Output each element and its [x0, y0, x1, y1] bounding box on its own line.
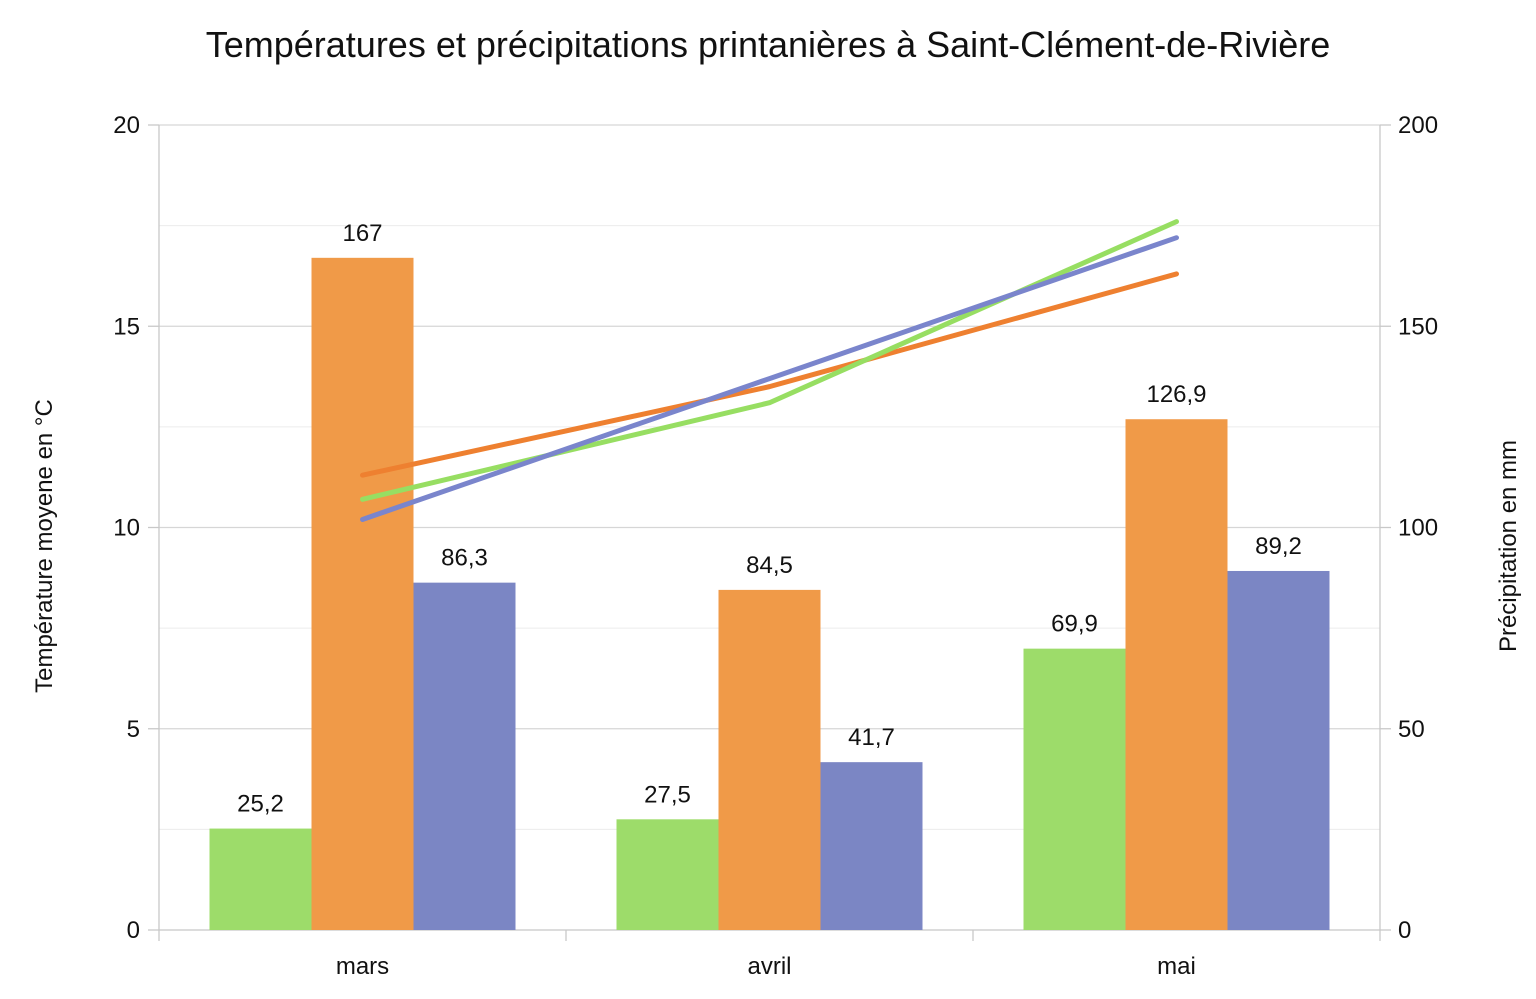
- bar-value-label: 69,9: [1051, 611, 1098, 638]
- x-tick-label: mai: [1157, 953, 1196, 980]
- bar-value-label: 89,2: [1255, 533, 1302, 560]
- lines: [360, 219, 1179, 522]
- chart-title: Températures et précipitations printaniè…: [206, 24, 1331, 65]
- y-right-tick-label: 50: [1398, 716, 1425, 743]
- y-left-tick-label: 20: [113, 112, 140, 139]
- bar: [413, 582, 516, 930]
- bar: [616, 819, 719, 930]
- y-left-tick-label: 0: [127, 917, 140, 944]
- y-right-tick-label: 200: [1398, 112, 1438, 139]
- bar-value-label: 25,2: [237, 791, 284, 818]
- series-line: [360, 219, 1179, 502]
- y-left-tick-label: 15: [113, 313, 140, 340]
- data-labels: 25,2 27,5 69,9 167 84,5 126,9 86,3 41,7 89,2: [237, 220, 1302, 818]
- bar: [1227, 570, 1330, 930]
- bar-value-label: 126,9: [1146, 381, 1206, 408]
- bar: [820, 762, 923, 930]
- bar-value-label: 27,5: [644, 781, 691, 808]
- y-left-axis-label: Température moyene en °C: [31, 399, 58, 693]
- y-left-tick-label: 10: [113, 515, 140, 542]
- bar: [1023, 648, 1126, 930]
- series-line: [360, 235, 1179, 522]
- x-tick-label: avril: [747, 953, 791, 980]
- bar: [1125, 419, 1228, 930]
- bars: [209, 257, 1330, 930]
- bar-value-label: 167: [342, 220, 382, 247]
- bar: [209, 828, 312, 930]
- y-right-tick-label: 0: [1398, 917, 1411, 944]
- y-left-tick-label: 5: [127, 716, 140, 743]
- series-line: [360, 271, 1179, 478]
- bar: [311, 257, 414, 930]
- x-tick-label: mars: [336, 953, 389, 980]
- y-right-tick-label: 150: [1398, 313, 1438, 340]
- bar-value-label: 41,7: [848, 724, 895, 751]
- y-right-tick-label: 100: [1398, 515, 1438, 542]
- bar: [718, 589, 821, 930]
- bar-value-label: 86,3: [441, 545, 488, 572]
- bar-value-label: 84,5: [746, 552, 793, 579]
- y-right-axis-label: Précipitation en mm: [1495, 440, 1522, 652]
